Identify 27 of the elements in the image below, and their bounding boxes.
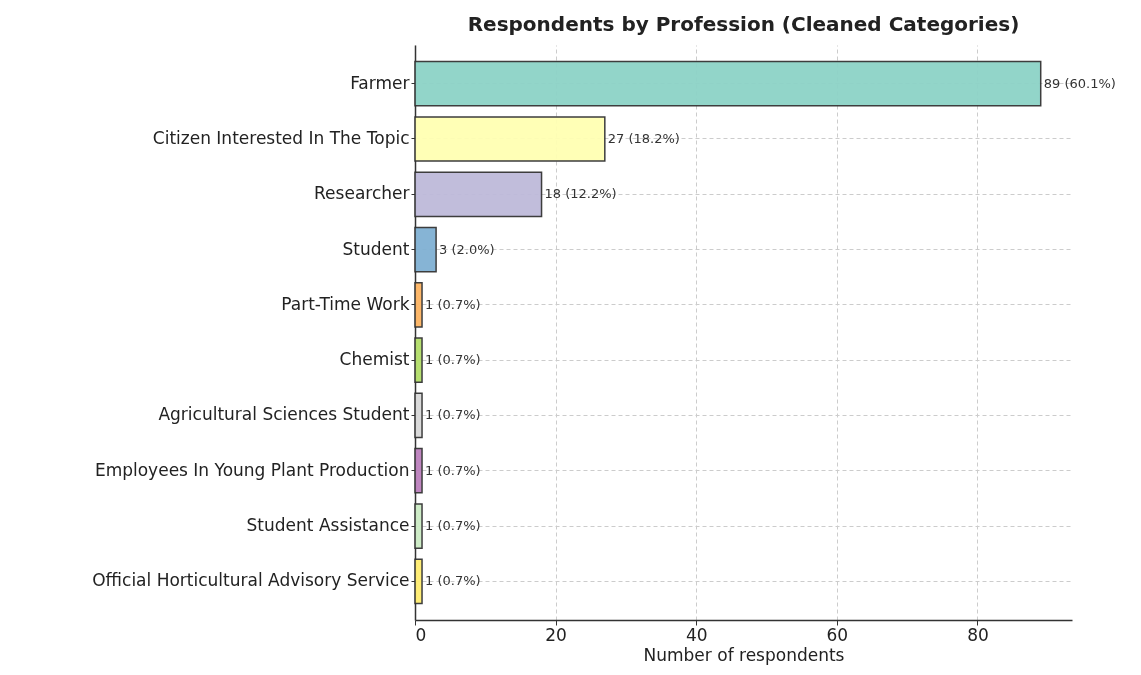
data-label: 1 (0.7%): [425, 352, 481, 368]
data-label: 1 (0.7%): [425, 296, 481, 312]
y-tick-label: Agricultural Sciences Student: [158, 404, 410, 425]
x-tick-label: 60: [826, 624, 849, 645]
data-label: 1 (0.7%): [425, 407, 481, 423]
x-tick-label: 40: [685, 624, 708, 645]
x-tick-label: 0: [415, 624, 427, 645]
x-tick-label: 20: [545, 624, 567, 645]
y-tick-label: Part-Time Work: [281, 293, 410, 314]
chart-title: Respondents by Profession (Cleaned Categories): [467, 12, 1020, 36]
x-tick-label: 80: [967, 624, 989, 645]
data-label: 1 (0.7%): [425, 462, 481, 478]
y-tick-label: Farmer: [350, 72, 410, 93]
data-label: 27 (18.2%): [607, 130, 680, 146]
data-label: 1 (0.7%): [425, 573, 481, 589]
data-label: 18 (12.2%): [544, 186, 617, 202]
y-tick-label: Chemist: [339, 349, 410, 370]
y-tick-label: Student Assistance: [246, 515, 410, 536]
data-label: 89 (60.1%): [1043, 75, 1116, 91]
y-tick-label: Citizen Interested In The Topic: [152, 127, 410, 148]
y-tick-label: Official Horticultural Advisory Service: [92, 570, 410, 591]
y-tick-label: Researcher: [314, 183, 410, 204]
y-tick-label: Employees In Young Plant Production: [94, 459, 410, 480]
y-tick-label: Student: [342, 238, 410, 259]
data-label: 1 (0.7%): [425, 518, 481, 534]
data-label: 3 (2.0%): [439, 241, 495, 257]
x-axis-title: Number of respondents: [643, 644, 845, 665]
